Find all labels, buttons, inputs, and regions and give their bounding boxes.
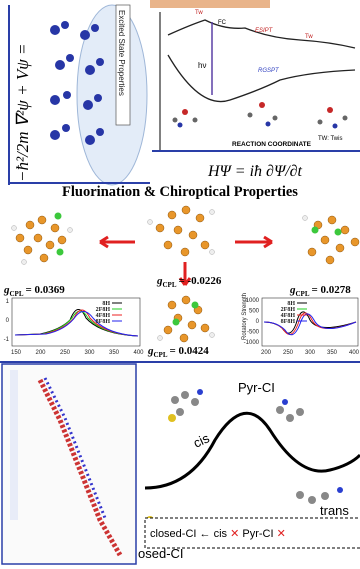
gcpl-label: gCPL= -0.0226 bbox=[156, 275, 222, 289]
x-tick-label: 300 bbox=[305, 350, 316, 356]
gcpl-sub: CPL bbox=[10, 290, 24, 298]
x-tick-label: 350 bbox=[109, 350, 120, 356]
gcpl-value: = 0.0369 bbox=[26, 284, 66, 296]
schrodinger-equation: −ħ²/2m ∇²ψ + Vψ = bbox=[13, 44, 32, 182]
y-tick-label: 0 bbox=[6, 318, 10, 324]
y-axis-label: Rotatory Strength bbox=[242, 293, 248, 340]
x-tick-label: 250 bbox=[283, 350, 294, 356]
pathway-cross: ✕ bbox=[230, 528, 239, 540]
x-tick-label: 250 bbox=[60, 350, 71, 356]
gcpl-label: gCPL= 0.0278 bbox=[289, 284, 351, 298]
tw-label: Tw bbox=[195, 10, 203, 16]
gcpl-value: = 0.0424 bbox=[170, 345, 210, 357]
gcpl-sub: CPL bbox=[163, 281, 177, 289]
closed-ci-label: osed-CI bbox=[138, 546, 184, 561]
y-tick-label: 500 bbox=[249, 309, 260, 315]
legend-label: 8F8H bbox=[281, 319, 296, 325]
fc-label: FC bbox=[218, 20, 227, 26]
pyr-ci-label: Pyr-CI bbox=[238, 380, 275, 395]
energy-diagram: hν Tw FC ESIPT Tw RGSPT TW: Twis REACTIO… bbox=[152, 10, 360, 151]
cis-label: cis bbox=[191, 430, 212, 451]
gcpl-value: = 0.0278 bbox=[312, 284, 352, 296]
x-tick-label: 350 bbox=[327, 350, 338, 356]
gcpl-sub: CPL bbox=[296, 290, 310, 298]
rgspt-label: RGSPT bbox=[258, 68, 280, 74]
time-equation: HΨ = iħ ∂Ψ/∂t bbox=[207, 163, 303, 180]
top-banner bbox=[150, 0, 270, 8]
bottom-left-panel bbox=[2, 364, 136, 564]
x-tick-label: 200 bbox=[35, 350, 46, 356]
y-tick-label: -1 bbox=[4, 337, 10, 343]
pathway-cross: ✕ bbox=[277, 528, 286, 540]
reaction-coordinate: REACTION COORDINATE bbox=[232, 141, 312, 148]
pathway: closed-CI ← cis ✕ Pyr-CI ✕ bbox=[150, 528, 286, 540]
excited-state-label: Excited State Properties bbox=[117, 10, 126, 96]
x-tick-label: 300 bbox=[84, 350, 95, 356]
twist-label: TW: Twis bbox=[318, 136, 342, 142]
section-title: Fluorination & Chiroptical Properties bbox=[62, 184, 298, 200]
y-tick-label: 1 bbox=[6, 299, 10, 305]
gcpl-sub: CPL bbox=[154, 351, 168, 359]
pathway-part: ← cis bbox=[200, 528, 228, 540]
x-tick-label: 400 bbox=[349, 350, 360, 356]
gcpl-label: gCPL= 0.0424 bbox=[147, 345, 209, 359]
x-tick-label: 200 bbox=[261, 350, 272, 356]
esipt-label: ESIPT bbox=[255, 28, 274, 34]
y-tick-label: -500 bbox=[247, 330, 260, 336]
legend-label: 8F8H bbox=[96, 319, 111, 325]
pathway-part: Pyr-CI bbox=[242, 528, 273, 540]
y-tick-label: 0 bbox=[256, 319, 260, 325]
collage: −ħ²/2m ∇²ψ + Vψ = Excited State Properti… bbox=[0, 0, 360, 569]
bottom-right-panel: Pyr-CI cis trans osed-CI closed-CI ← cis… bbox=[138, 380, 360, 561]
x-tick-label: 150 bbox=[11, 350, 22, 356]
pathway-part: closed-CI bbox=[150, 528, 196, 540]
gcpl-value: = -0.0226 bbox=[179, 275, 222, 287]
x-tick-label: 400 bbox=[133, 350, 144, 356]
hv-label: hν bbox=[198, 61, 206, 70]
tw-label-b: Tw bbox=[305, 34, 313, 40]
trans-label: trans bbox=[320, 503, 349, 518]
excited-state-panel: −ħ²/2m ∇²ψ + Vψ = Excited State Properti… bbox=[9, 5, 150, 185]
gcpl-label: gCPL= 0.0369 bbox=[3, 284, 65, 298]
